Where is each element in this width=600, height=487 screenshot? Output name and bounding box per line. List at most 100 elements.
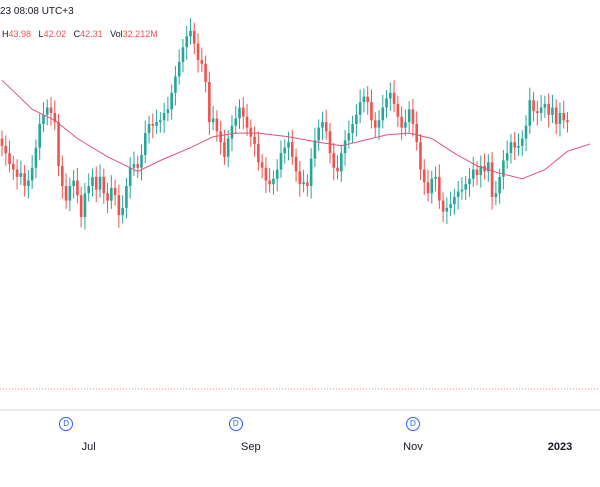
- x-axis-tick-label: Sep: [241, 441, 261, 453]
- candle-body: [170, 92, 173, 110]
- candle-body: [471, 169, 475, 179]
- candle-body: [411, 109, 415, 124]
- candle-body: [434, 176, 437, 179]
- candle-body: [166, 109, 170, 113]
- candle-body: [490, 162, 494, 197]
- candle-body: [27, 180, 30, 186]
- candle-body: [34, 147, 38, 168]
- candle-body: [30, 167, 34, 181]
- candle-body: [200, 60, 204, 64]
- candle-body: [208, 81, 211, 123]
- candle-body: [87, 186, 91, 194]
- candle-body: [61, 165, 64, 186]
- candle-body: [223, 142, 226, 157]
- candle-body: [520, 138, 524, 146]
- candle-body: [351, 123, 354, 134]
- candle-body: [241, 107, 245, 117]
- candle-body: [347, 133, 351, 141]
- candle-body: [189, 30, 192, 37]
- candle-body: [279, 153, 283, 170]
- volume-value: 32.212M: [122, 29, 158, 39]
- candle-body: [268, 180, 271, 185]
- candle-body: [245, 116, 249, 128]
- candle-body: [494, 193, 498, 197]
- candle-body: [453, 196, 456, 205]
- candle-body: [72, 180, 75, 186]
- candle-body: [366, 96, 369, 103]
- candle-body: [132, 164, 136, 168]
- candle-body: [0, 138, 4, 146]
- candle-body: [332, 153, 336, 168]
- candle-body: [517, 145, 520, 148]
- candle-body: [185, 36, 189, 48]
- candle-body: [528, 100, 532, 126]
- candle-body: [524, 125, 528, 139]
- candle-body: [275, 169, 279, 179]
- candle-body: [79, 195, 83, 218]
- candle-body: [204, 63, 207, 82]
- candle-body: [23, 173, 26, 186]
- dividend-marker-icon[interactable]: D: [405, 417, 420, 431]
- candle-body: [121, 207, 124, 216]
- candle-body: [272, 178, 275, 185]
- candle-body: [566, 120, 569, 123]
- candle-body: [15, 169, 19, 177]
- candle-body: [460, 189, 464, 192]
- candle-body: [389, 92, 392, 99]
- candle-body: [45, 107, 49, 115]
- dividend-marker-icon[interactable]: D: [59, 417, 74, 431]
- candle-body: [174, 76, 177, 93]
- candle-body: [400, 116, 403, 128]
- dividend-marker-icon[interactable]: D: [228, 417, 243, 431]
- candle-body: [396, 103, 400, 117]
- candle-body: [177, 61, 181, 77]
- candle-body: [192, 30, 196, 44]
- candle-body: [19, 173, 23, 177]
- candle-body: [306, 182, 309, 186]
- candle-body: [147, 123, 151, 134]
- high-value: 43.98: [8, 29, 32, 39]
- candle-body: [445, 207, 449, 212]
- candle-body: [362, 96, 366, 103]
- candle-body: [113, 187, 117, 196]
- candle-body: [513, 142, 517, 148]
- x-axis-tick-label: Nov: [403, 441, 423, 453]
- candle-body: [83, 193, 87, 218]
- candle-body: [475, 169, 479, 176]
- candle-body: [12, 164, 15, 170]
- volume-label: Vol: [110, 29, 123, 39]
- candle-body: [230, 125, 234, 139]
- candle-body: [343, 140, 347, 154]
- candle-body: [151, 123, 155, 126]
- candle-body: [234, 118, 238, 126]
- candle-body: [407, 109, 411, 123]
- candle-body: [456, 191, 460, 197]
- candle-body: [419, 142, 422, 170]
- close-label: C: [73, 29, 81, 39]
- candle-body: [128, 167, 132, 186]
- high-label: H: [2, 29, 9, 39]
- moving-average-line: [1, 79, 591, 180]
- candle-body: [117, 195, 121, 216]
- candle-body: [373, 120, 377, 128]
- candle-body: [98, 176, 102, 190]
- candle-body: [539, 107, 543, 113]
- candle-body: [551, 107, 554, 115]
- candle-body: [355, 114, 358, 124]
- low-label: L: [38, 29, 44, 39]
- candle-body: [381, 107, 385, 121]
- candle-body: [536, 111, 539, 113]
- candle-body: [106, 193, 109, 201]
- candle-body: [426, 182, 430, 194]
- candle-body: [253, 136, 256, 145]
- candle-body: [283, 147, 287, 154]
- candle-body: [102, 176, 106, 194]
- candle-body: [294, 156, 298, 172]
- candle-body: [53, 113, 57, 123]
- candle-body: [290, 142, 294, 157]
- candle-body: [162, 113, 166, 121]
- candle-body: [498, 176, 501, 194]
- candle-body: [140, 154, 143, 168]
- candle-body: [468, 178, 471, 185]
